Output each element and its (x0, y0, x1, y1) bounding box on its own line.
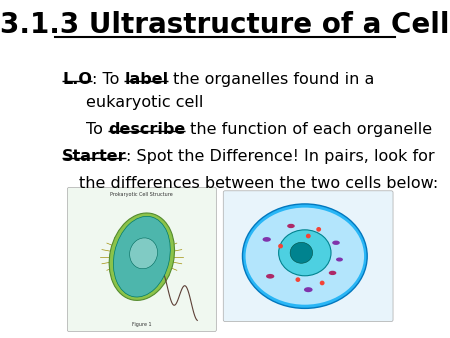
Circle shape (278, 244, 283, 248)
Circle shape (320, 281, 324, 285)
Ellipse shape (332, 241, 340, 245)
Ellipse shape (304, 287, 313, 292)
Ellipse shape (246, 208, 364, 305)
Ellipse shape (290, 242, 313, 263)
Text: describe: describe (108, 122, 185, 137)
Ellipse shape (243, 204, 367, 308)
Circle shape (306, 234, 310, 238)
Text: Starter: Starter (62, 149, 127, 164)
Text: L.O: L.O (62, 72, 92, 87)
Text: 3.1.3 Ultrastructure of a Cell: 3.1.3 Ultrastructure of a Cell (0, 11, 450, 40)
Text: the organelles found in a: the organelles found in a (168, 72, 374, 87)
Text: : Spot the Difference! In pairs, look for: : Spot the Difference! In pairs, look fo… (126, 149, 435, 164)
Ellipse shape (287, 224, 295, 228)
Text: Prokaryotic Cell Structure: Prokaryotic Cell Structure (110, 192, 173, 197)
Ellipse shape (266, 274, 274, 279)
Ellipse shape (329, 271, 336, 275)
Circle shape (296, 277, 300, 282)
Ellipse shape (109, 213, 175, 300)
Ellipse shape (262, 237, 271, 242)
Ellipse shape (279, 230, 331, 276)
FancyBboxPatch shape (223, 191, 393, 321)
Text: eukaryotic cell: eukaryotic cell (86, 95, 204, 110)
Text: To: To (86, 122, 108, 137)
Ellipse shape (130, 238, 158, 269)
Text: the differences between the two cells below:: the differences between the two cells be… (80, 176, 439, 191)
Text: Figure 1: Figure 1 (132, 321, 152, 327)
Ellipse shape (336, 258, 343, 262)
Circle shape (316, 227, 321, 232)
Text: the function of each organelle: the function of each organelle (185, 122, 432, 137)
Text: : To: : To (92, 72, 124, 87)
Ellipse shape (113, 216, 170, 297)
Text: label: label (124, 72, 168, 87)
FancyBboxPatch shape (68, 188, 216, 332)
